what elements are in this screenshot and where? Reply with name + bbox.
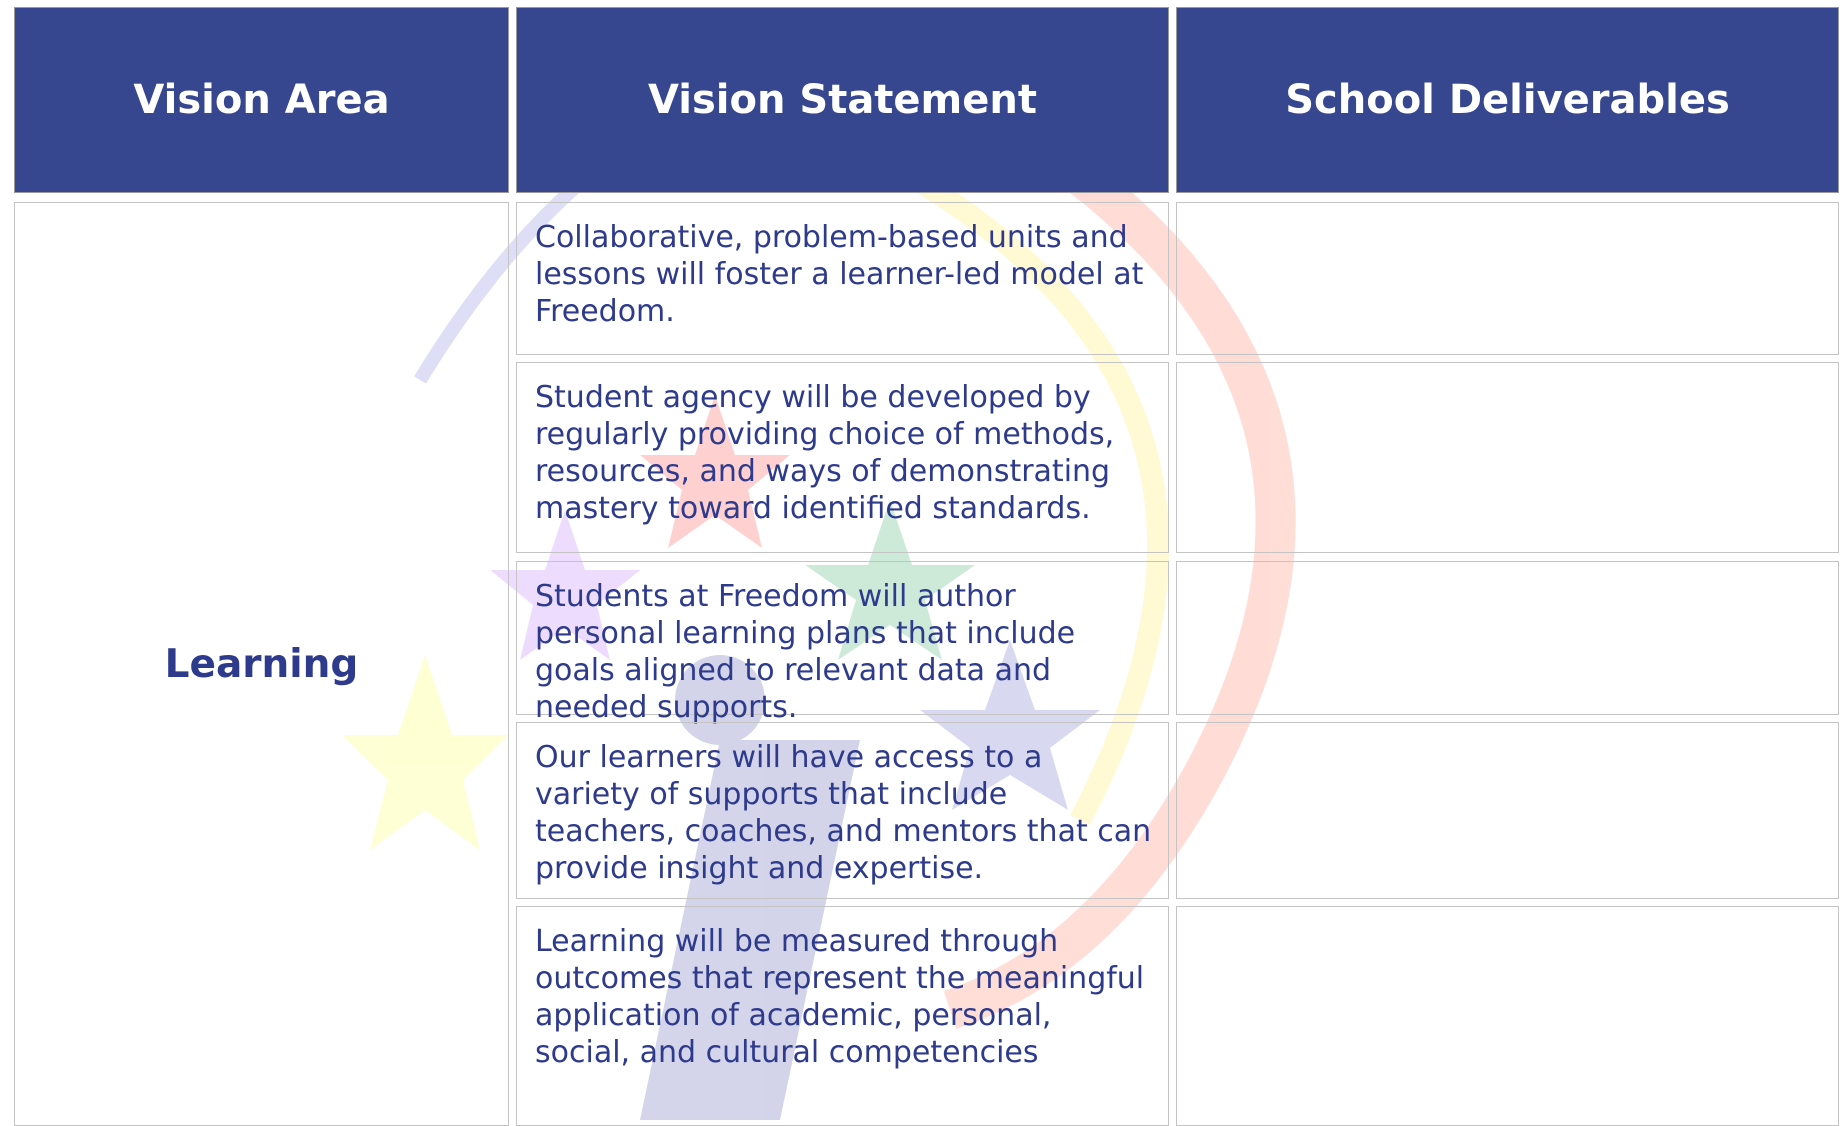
vision-area-cell: Learning [14,202,509,1126]
header-cell: Vision Statement [516,7,1169,193]
statement-cell: Our learners will have access to a varie… [516,722,1169,899]
deliverable-cell [1176,561,1839,715]
header-cell: School Deliverables [1176,7,1839,193]
deliverable-cell [1176,362,1839,553]
statement-cell: Student agency will be developed by regu… [516,362,1169,553]
deliverable-cell [1176,202,1839,355]
statement-cell: Learning will be measured through outcom… [516,906,1169,1126]
statement-cell: Collaborative, problem-based units and l… [516,202,1169,355]
header-cell: Vision Area [14,7,509,193]
deliverable-cell [1176,722,1839,899]
statement-cell: Students at Freedom will author personal… [516,561,1169,725]
deliverable-cell [1176,906,1839,1126]
